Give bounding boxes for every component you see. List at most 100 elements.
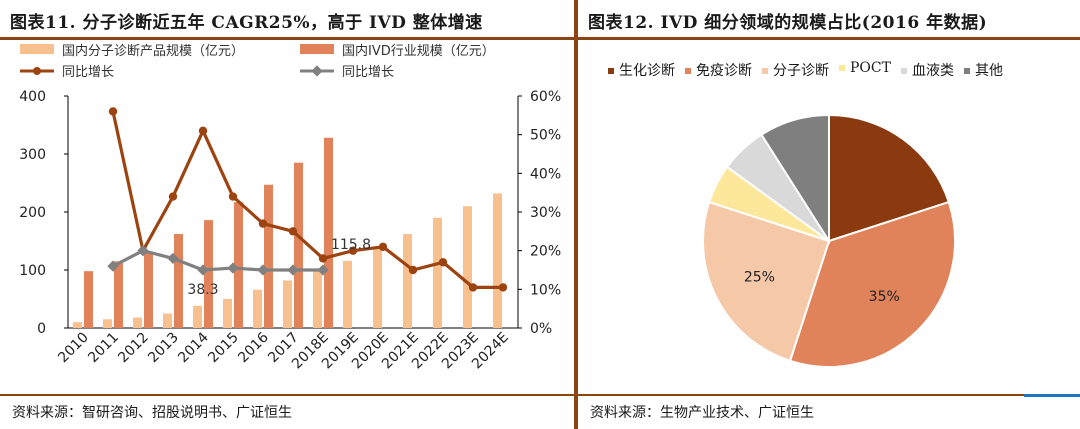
- line-point: [288, 227, 298, 236]
- line-point: [197, 264, 209, 276]
- bar: [193, 305, 202, 328]
- bar: [174, 234, 183, 328]
- pie-legend-swatch: [963, 68, 970, 74]
- y2-tick-label: 40%: [530, 166, 561, 182]
- series-line: [111, 111, 503, 289]
- bar: [73, 322, 82, 328]
- line-point: [438, 258, 448, 267]
- left-footer-rule: [0, 394, 574, 396]
- line-point: [287, 264, 299, 276]
- y-tick-label: 0: [37, 321, 46, 337]
- x-tick-label: 2014: [175, 329, 212, 366]
- y2-tick-label: 30%: [530, 205, 561, 221]
- pie-legend-label: 免疫诊断: [696, 63, 752, 79]
- left-source: 资料来源：智研咨询、招股说明书、广证恒生: [12, 405, 292, 421]
- pie-legend-swatch: [685, 68, 691, 74]
- bar: [493, 193, 502, 328]
- y-tick-label: 400: [19, 89, 46, 105]
- legend-swatch: [20, 44, 54, 54]
- x-tick-label: 2012: [115, 330, 152, 367]
- line-point: [227, 262, 239, 274]
- x-tick-label: 2016: [235, 329, 272, 366]
- left-chart-title: 图表11. 分子诊断近五年 CAGR25%，高于 IVD 整体增速: [10, 13, 483, 33]
- line-point: [468, 283, 478, 292]
- bar: [283, 280, 292, 328]
- line-point: [137, 245, 149, 257]
- legend-label: 同比增长: [342, 65, 394, 80]
- y2-tick-label: 20%: [530, 244, 561, 260]
- data-label: 38.3: [187, 282, 218, 298]
- right-chart-title: 图表12. IVD 细分领域的规模占比(2016 年数据): [588, 13, 988, 33]
- pie-legend-swatch: [762, 68, 768, 74]
- pie-slice: [788, 200, 956, 368]
- bar: [433, 217, 442, 328]
- right-footer-rule: [578, 394, 1080, 396]
- bar: [144, 252, 153, 328]
- right-title-rule: [578, 37, 1080, 40]
- line-point: [498, 283, 508, 292]
- line-point: [258, 219, 268, 228]
- pie-legend-item: 血液类: [900, 60, 954, 80]
- pie-legend-label: 血液类: [911, 63, 954, 79]
- y-tick-label: 100: [19, 263, 46, 279]
- legend-label: 同比增长: [62, 65, 114, 80]
- y2-tick-label: 10%: [530, 282, 561, 298]
- line-point: [408, 265, 418, 275]
- pie-slice: [702, 200, 831, 363]
- bar-line-chart: 国内分子诊断产品规模（亿元） 国内IVD行业规模（亿元） 同比增长 同比增长 0 100 2…: [19, 43, 561, 372]
- bar: [253, 289, 262, 328]
- line-point: [348, 246, 358, 255]
- pie-legend-label: POCT: [850, 60, 891, 76]
- pie-legend: 生化诊断 免疫诊断 分子诊断 POCT 血液类 其他: [608, 60, 1003, 80]
- bar: [343, 260, 352, 328]
- pie-slice: [828, 113, 951, 243]
- pie-legend-swatch: [900, 68, 907, 74]
- x-tick-label: 2015: [205, 330, 242, 367]
- legend-label: 国内分子诊断产品规模（亿元）: [62, 43, 244, 59]
- right-panel: 图表12. IVD 细分领域的规模占比(2016 年数据) 生化诊断 免疫诊断 分子…: [578, 0, 1080, 429]
- y-tick-label: 200: [19, 205, 46, 221]
- bar: [234, 202, 243, 328]
- line-point: [168, 192, 178, 201]
- bar: [324, 137, 333, 328]
- bar: [313, 270, 322, 328]
- bar: [403, 234, 412, 328]
- bar: [204, 220, 213, 328]
- pie-legend-item: 生化诊断: [608, 60, 675, 80]
- legend-swatch: [300, 44, 334, 54]
- pie-legend-swatch: [839, 65, 845, 71]
- data-label: 115.8: [331, 237, 371, 253]
- line-point: [167, 252, 179, 265]
- x-tick-label: 2013: [145, 330, 182, 367]
- bar: [133, 317, 142, 328]
- bar: [264, 184, 273, 328]
- line-point: [228, 192, 238, 201]
- left-panel: 图表11. 分子诊断近五年 CAGR25%，高于 IVD 整体增速 国内分子诊断…: [0, 13, 574, 421]
- x-tick-label: 2011: [85, 330, 122, 367]
- bar: [114, 261, 123, 328]
- bar: [294, 162, 303, 328]
- bar: [103, 319, 112, 328]
- right-source: 资料来源：生物产业技术、广证恒生: [590, 405, 814, 421]
- pie-legend-item: 分子诊断: [762, 60, 829, 80]
- pie-slice: [760, 113, 830, 245]
- line-point: [108, 107, 118, 116]
- bar: [84, 271, 93, 328]
- pie-legend-item: POCT: [839, 60, 891, 80]
- pie-chart: 35% 25%: [702, 113, 956, 368]
- panel-divider: [574, 0, 578, 429]
- line-point: [198, 126, 208, 135]
- line-point: [378, 242, 388, 251]
- pie-legend-swatch: [608, 68, 614, 74]
- bar: [223, 299, 232, 328]
- pie-legend-label: 分子诊断: [773, 63, 829, 79]
- legend-label: 国内IVD行业规模（亿元）: [342, 43, 495, 59]
- left-title-rule: [0, 37, 574, 40]
- bar: [463, 206, 472, 328]
- line-point: [317, 264, 329, 276]
- legend-marker: [311, 65, 323, 77]
- x-tick-label: 2010: [55, 330, 92, 367]
- line-point: [318, 254, 328, 263]
- pie-slice-label: 35%: [869, 289, 900, 305]
- y2-tick-label: 60%: [530, 89, 561, 105]
